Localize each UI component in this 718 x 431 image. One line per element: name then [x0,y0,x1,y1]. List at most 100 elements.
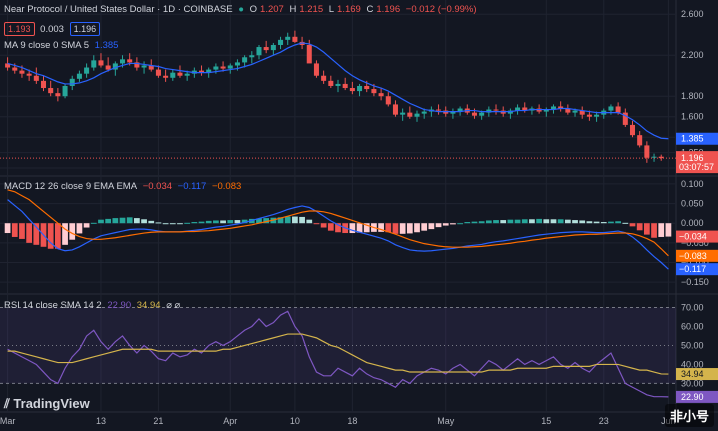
candle-body [479,112,485,116]
candle-body [242,57,248,63]
high-value: 1.215 [299,4,324,15]
macd-histogram-bar [11,223,18,237]
macd-histogram-bar [543,219,550,224]
last-price-tag [676,151,718,174]
macd-hist-tag-label: −0.034 [679,232,707,242]
candle-body [450,111,456,114]
ma-legend[interactable]: MA 9 close 0 SMA 5 1.385 [4,40,121,51]
ma-price-tag [676,132,718,145]
macd-histogram-bar [557,219,564,224]
candle-body [12,67,18,71]
macd-legend[interactable]: MACD 12 26 close 9 EMA EMA −0.034 −0.117… [4,181,244,192]
candle-body [76,73,82,79]
tv-logo-icon: ⫽ [4,396,14,411]
macd-histogram-bar [450,223,456,225]
candle-body [558,106,564,109]
macd-histogram-bar [277,217,284,224]
candle-body [364,85,370,90]
candle-body [321,75,327,81]
macd-histogram-bar [26,223,33,243]
buy-box[interactable]: 1.196 [69,22,101,36]
ma-value: 1.385 [94,40,119,51]
candle-body [471,112,477,116]
macd-histogram-bar [579,220,586,224]
candle-body [400,112,406,115]
macd-histogram-bar [615,221,622,224]
macd-histogram-bar [284,216,291,224]
candle-body [26,73,32,76]
macd-histogram-bar [19,223,25,239]
symbol-title[interactable]: Near Protocol / United States Dollar · 1… [4,4,233,15]
candle-body [522,107,528,111]
candle-body [335,83,341,86]
sell-box[interactable]: 1.193 [4,22,35,36]
price-tick-label: 1.600 [681,112,704,122]
candle-body [263,47,269,51]
low-label: L [328,4,335,15]
open-label: O [249,4,258,15]
candle-body [306,44,312,64]
candle-body [134,62,140,68]
candle-body [148,65,154,70]
candle-body [572,110,578,113]
macd-histogram-bar [205,220,212,224]
macd-histogram-bar [177,223,183,225]
open-value: 1.207 [260,4,284,15]
candle-body [579,110,585,115]
corner-brand: 非小号 [664,404,714,427]
macd-histogram-bar [643,223,650,235]
candle-body [19,70,25,74]
candle-body [127,59,133,63]
macd-histogram-bar [529,219,535,224]
candle-body [206,69,212,73]
candle-body [385,96,391,105]
candle-body [184,73,190,76]
rsi-legend[interactable]: RSI 14 close SMA 14 2 22.90 34.94 ⌀ ⌀ [4,300,183,311]
rsi-tick-label: 60.00 [681,321,704,331]
candle-body [292,36,298,42]
rsi-band [0,307,676,384]
candle-body [227,65,233,69]
macd-histogram-bar [191,222,198,224]
rsi-tag [676,390,718,403]
macd-histogram-bar [356,223,363,233]
macd-histogram-bar [550,219,557,224]
rsi-ma-value: 34.94 [136,300,161,311]
macd-histogram-bar [564,219,571,224]
macd-signal-tag-label: −0.083 [679,251,707,261]
rsi-extra: ⌀ ⌀ [166,300,181,311]
change-value: −0.012 (−0.99%) [405,4,477,15]
candle-body [120,59,126,64]
macd-histogram-bar [363,223,370,233]
close-label: C [366,4,374,15]
candle-body [112,63,118,70]
candle-body [421,111,427,114]
rsi-ma-line [7,333,669,375]
rsi-line [7,310,669,398]
price-tick-label: 2.200 [681,50,704,60]
macd-line [7,199,669,270]
macd-histogram-bar [33,223,40,245]
candle-body [62,85,68,97]
candle-body [622,112,628,125]
macd-line-value: −0.117 [177,181,207,192]
candle-body [249,55,255,58]
candle-body [493,109,499,111]
macd-histogram-bar [406,223,413,234]
candle-body [414,113,420,117]
macd-histogram-bar [478,221,485,224]
macd-histogram-bar [608,221,614,224]
macd-tick-label: 0.100 [681,179,704,189]
rsi-tick-label: 70.00 [681,302,704,312]
macd-histogram-bar [198,221,205,224]
candle-body [629,124,636,136]
macd-histogram-bar [292,216,298,224]
eye-icon[interactable]: ● [238,4,244,15]
candle-body [565,108,571,113]
macd-histogram-bar [572,220,578,224]
candle-body [328,80,334,86]
macd-histogram-bar [320,223,327,228]
candle-body [407,112,413,117]
